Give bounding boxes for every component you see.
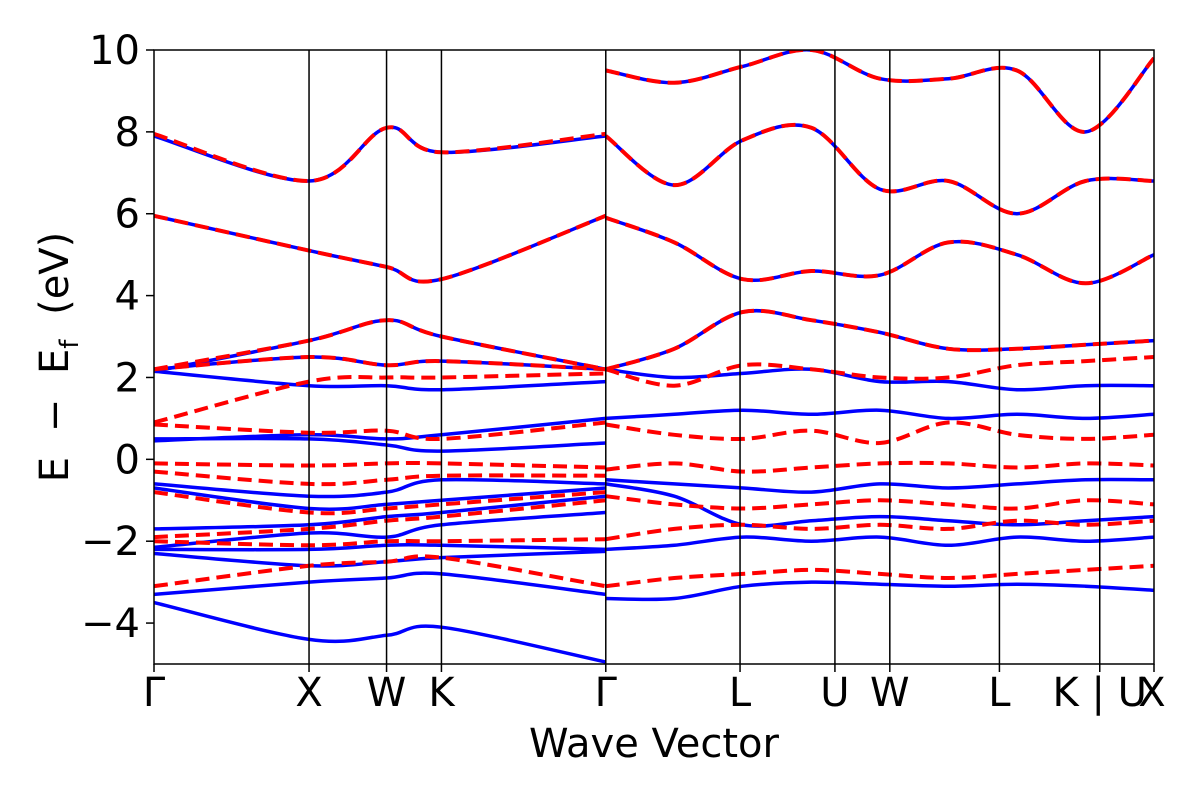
dashed-band-line — [605, 50, 1154, 134]
solid-band-line — [605, 580, 1154, 602]
solid-band-line — [605, 535, 1154, 552]
plot-frame — [153, 49, 1155, 665]
dashed-band-line — [154, 125, 607, 184]
x-tick-label: X — [295, 670, 322, 716]
y-tick-label: 8 — [115, 110, 140, 156]
solid-band-line — [154, 600, 607, 664]
solid-band-line — [154, 125, 606, 183]
y-tick-label: −2 — [81, 519, 140, 565]
y-label-sub: f — [55, 339, 85, 349]
solid-band-line — [605, 50, 1154, 134]
y-tick-label: −4 — [81, 601, 140, 647]
solid-band-line — [604, 123, 1154, 216]
x-tick-label: W — [870, 670, 910, 716]
solid-band-line — [154, 214, 607, 284]
dashed-band-line — [605, 308, 1154, 372]
high-symmetry-lines — [308, 50, 1101, 664]
solid-band-line — [605, 477, 1154, 494]
y-tick-label: 10 — [89, 28, 140, 74]
dashed-band-line — [154, 461, 606, 470]
dashed-band-line — [605, 355, 1154, 388]
y-label-minus: − — [32, 399, 78, 433]
solid-band-line — [605, 367, 1154, 392]
y-label-unit: (eV) — [32, 232, 78, 315]
y-tick-label: 6 — [115, 192, 140, 238]
x-tick-label: L — [729, 670, 752, 716]
x-tick-label: U — [820, 670, 849, 716]
y-axis-label: E − Ef (eV) — [32, 232, 88, 483]
dashed-band-line — [605, 518, 1154, 542]
x-tick-label: X — [1138, 670, 1165, 716]
solid-band-line — [605, 482, 1154, 528]
svg-text:E − Ef (eV): E − Ef (eV) — [32, 232, 88, 483]
y-tick-label: 4 — [115, 274, 140, 320]
dashed-band-line — [154, 213, 607, 284]
x-tick-label: K | U — [1053, 670, 1147, 716]
solid-band-line — [154, 543, 606, 552]
dashed-band-line — [604, 122, 1154, 216]
y-label-e1: E — [32, 457, 78, 482]
bands-layer — [154, 50, 1154, 664]
y-tick-label: 0 — [115, 437, 140, 483]
y-label-e2: E — [32, 349, 78, 374]
dashed-band-line — [605, 563, 1154, 589]
x-tick-label: K — [428, 670, 456, 716]
x-tick-label: Γ — [595, 670, 618, 716]
dashed-band-line — [605, 215, 1154, 286]
x-axis-label: Wave Vector — [529, 721, 780, 767]
solid-band-line — [605, 408, 1154, 421]
dashed-band-line — [154, 371, 606, 425]
dashed-band-line — [605, 460, 1154, 474]
x-tick-label: L — [988, 670, 1011, 716]
y-tick-label: 2 — [115, 355, 140, 401]
dashed-band-line — [605, 494, 1154, 511]
x-tick-label: W — [367, 670, 407, 716]
y-axis-ticks: 10 8 6 4 2 0 −2 −4 — [81, 28, 154, 647]
dashed-band-line — [605, 420, 1154, 446]
x-tick-label: Γ — [143, 670, 166, 716]
solid-band-line — [154, 549, 606, 568]
